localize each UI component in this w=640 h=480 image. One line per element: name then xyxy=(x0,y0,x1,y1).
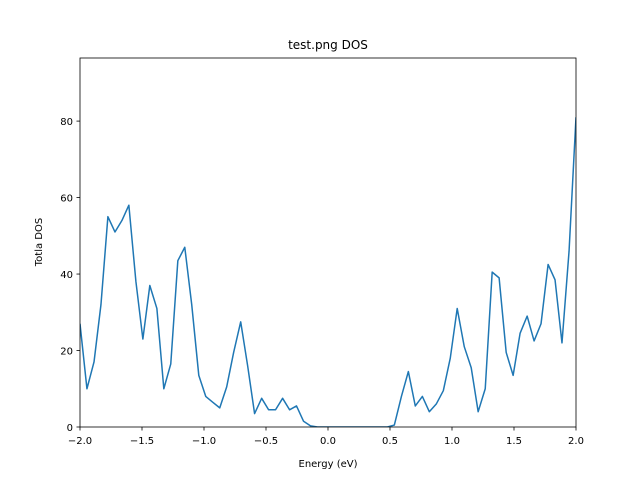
y-tick-label: 20 xyxy=(60,347,73,358)
x-tick-label: −0.5 xyxy=(254,436,278,447)
y-tick-label: 80 xyxy=(60,117,73,128)
chart-title: test.png DOS xyxy=(288,38,368,52)
x-tick-label: 0.0 xyxy=(320,436,336,447)
x-tick-label: 2.0 xyxy=(568,436,584,447)
x-tick-label: −1.5 xyxy=(130,436,154,447)
x-tick-label: −2.0 xyxy=(68,436,92,447)
x-tick-label: −1.0 xyxy=(192,436,216,447)
y-axis-label: Totla DOS xyxy=(34,218,45,267)
x-tick-label: 1.5 xyxy=(506,436,522,447)
data-line xyxy=(80,117,576,427)
y-tick-label: 60 xyxy=(60,194,73,205)
y-tick-label: 0 xyxy=(67,423,73,434)
plot-frame xyxy=(79,57,577,428)
x-tick-label: 0.5 xyxy=(382,436,398,447)
y-tick-label: 40 xyxy=(60,270,73,281)
x-axis-label: Energy (eV) xyxy=(299,459,358,470)
x-tick-label: 1.0 xyxy=(444,436,460,447)
